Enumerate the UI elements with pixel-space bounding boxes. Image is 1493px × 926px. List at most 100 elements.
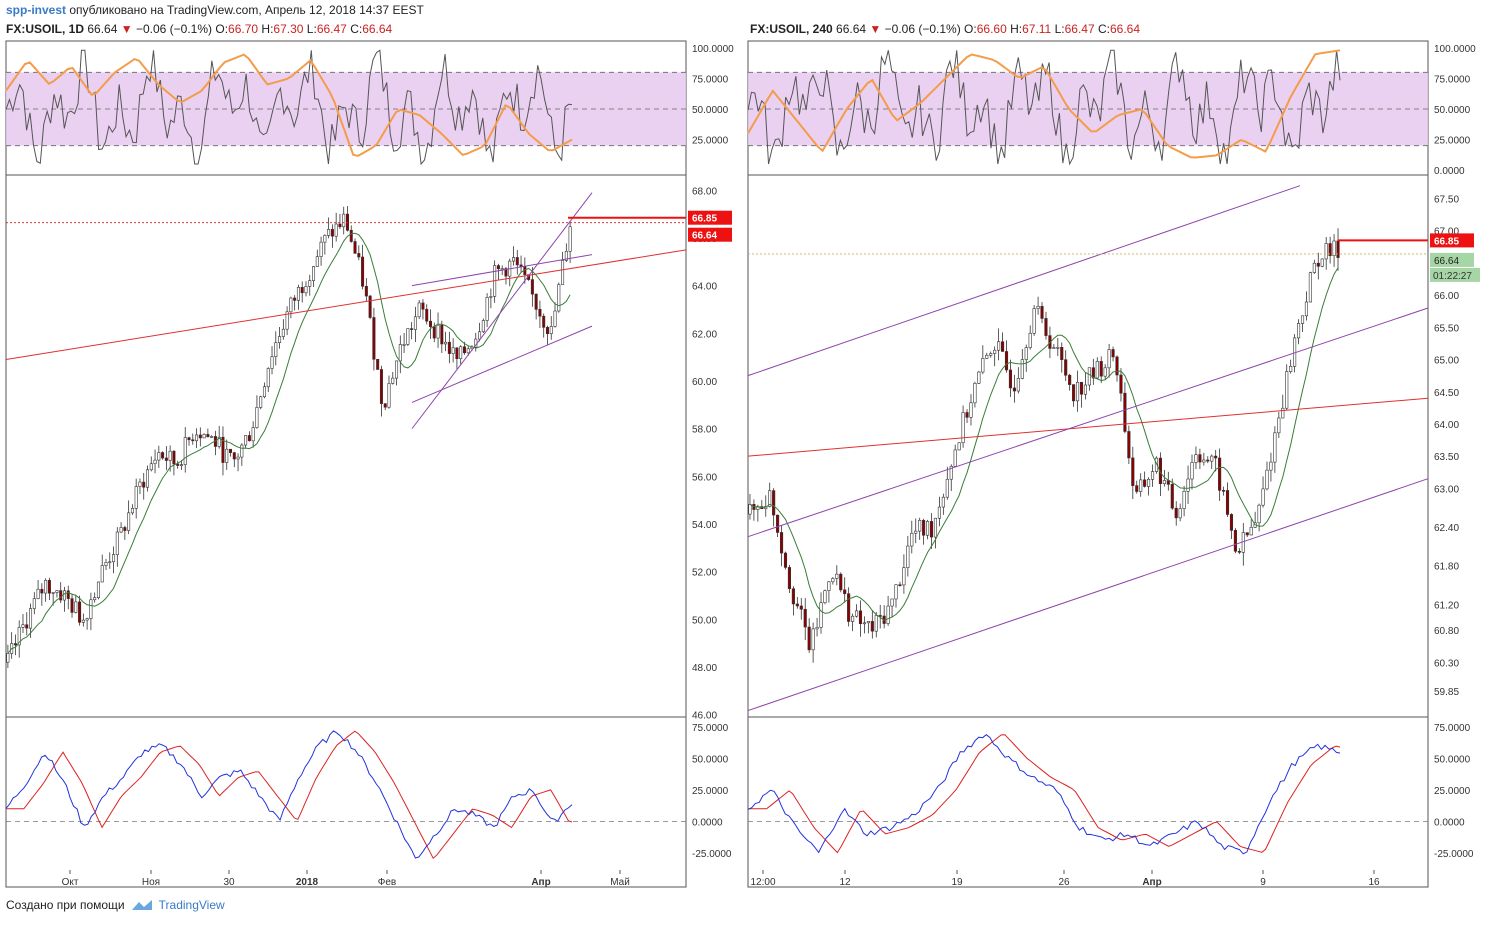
left-candle: [545, 327, 549, 335]
left-candle: [285, 311, 289, 330]
right-price-tick: 61.20: [1434, 600, 1459, 611]
right-candle: [1237, 550, 1241, 553]
right-x-label: Апр: [1142, 877, 1161, 888]
left-candle: [345, 213, 349, 231]
right-candle: [1107, 349, 1111, 369]
left-candle: [459, 346, 463, 360]
right-candle: [1249, 526, 1253, 536]
right-candle: [1308, 272, 1312, 303]
left-candle: [361, 256, 365, 287]
left-candle: [568, 226, 572, 252]
right-candle: [898, 584, 902, 587]
left-macd-line: [5, 730, 573, 859]
right-candle: [933, 517, 938, 538]
left-candle: [304, 286, 308, 294]
right-candle: [894, 584, 898, 600]
right-candle: [874, 615, 878, 632]
right-candle: [1075, 381, 1080, 402]
right-ohlc-c: C:66.64: [1097, 22, 1140, 36]
left-candle: [553, 310, 557, 327]
footer-brand[interactable]: TradingView: [158, 898, 225, 912]
left-candle: [217, 436, 221, 447]
left-candle: [342, 213, 346, 228]
right-candle: [1068, 374, 1072, 385]
left-candle: [74, 601, 78, 613]
right-x-label: 9: [1260, 877, 1266, 888]
left-candle: [296, 287, 300, 301]
left-candle: [225, 448, 229, 463]
left-candle: [428, 320, 433, 327]
right-candle: [1202, 459, 1206, 463]
right-price-tick: 60.80: [1434, 626, 1459, 637]
left-candle: [206, 434, 210, 438]
right-candle: [1182, 490, 1186, 509]
right-candle: [1170, 484, 1174, 509]
left-candle: [270, 356, 274, 369]
left-candle: [251, 427, 255, 442]
right-candle: [1056, 346, 1060, 349]
right-x-label: 12: [839, 877, 851, 888]
right-candle: [1123, 392, 1127, 432]
right-candle: [914, 530, 918, 534]
left-trendline-3: [411, 325, 593, 403]
left-candle: [149, 463, 153, 471]
right-candle: [1004, 351, 1009, 371]
right-candle: [1273, 432, 1277, 463]
right-candle: [823, 590, 827, 604]
left-price-tick: 58.00: [692, 425, 717, 436]
left-candle: [387, 383, 391, 408]
left-candle: [349, 229, 353, 242]
right-candle: [847, 593, 851, 622]
left-candle: [515, 257, 519, 266]
left-candle: [62, 590, 66, 601]
right-candle: [1261, 488, 1265, 506]
left-candle: [123, 527, 127, 531]
right-candle: [1024, 347, 1028, 360]
left-candle: [32, 598, 36, 609]
right-candle: [1198, 454, 1202, 463]
right-candle: [1028, 332, 1032, 348]
right-price-tick: 60.30: [1434, 658, 1459, 669]
left-candle: [176, 463, 180, 466]
author-link[interactable]: spp-invest: [6, 3, 67, 17]
right-frame: [747, 40, 1429, 888]
left-candle: [112, 554, 116, 563]
right-candle: [819, 602, 823, 628]
right-trendline-2: [747, 307, 1429, 538]
left-candle: [504, 268, 508, 277]
right-macd-tick: 0.0000: [1434, 817, 1465, 828]
left-candle: [402, 344, 406, 346]
right-candle: [1229, 514, 1234, 531]
left-candle: [485, 297, 489, 321]
left-candle: [262, 386, 266, 398]
right-candle: [937, 506, 941, 519]
right-macd-tick: -25.0000: [1434, 849, 1474, 860]
right-price-tick: 64.50: [1434, 388, 1459, 399]
right-candle: [1190, 462, 1194, 480]
left-candle: [368, 295, 372, 318]
right-price-tick: 59.85: [1434, 687, 1459, 698]
right-candle: [1233, 530, 1237, 552]
right-trendline-3: [747, 478, 1429, 712]
right-price-tick: 62.40: [1434, 523, 1459, 534]
left-candle: [240, 444, 244, 458]
left-macd-signal: [6, 730, 573, 859]
right-candle: [768, 490, 772, 507]
left-candle: [29, 608, 33, 629]
left-candle: [330, 229, 334, 237]
left-candle: [202, 434, 206, 439]
left-candle: [512, 257, 516, 262]
right-candle: [1020, 359, 1024, 379]
right-price-tick: 63.50: [1434, 452, 1459, 463]
left-candle: [266, 368, 270, 388]
left-osc-tick: 50.0000: [692, 105, 729, 116]
left-candle: [78, 601, 82, 623]
left-x-label: 30: [223, 877, 235, 888]
right-x-label: 16: [1368, 877, 1380, 888]
left-osc-tick: 100.0000: [692, 44, 734, 55]
left-candle: [447, 341, 451, 354]
right-candle: [839, 573, 843, 591]
right-candle: [1206, 459, 1210, 462]
left-last: 66.64: [87, 22, 118, 36]
